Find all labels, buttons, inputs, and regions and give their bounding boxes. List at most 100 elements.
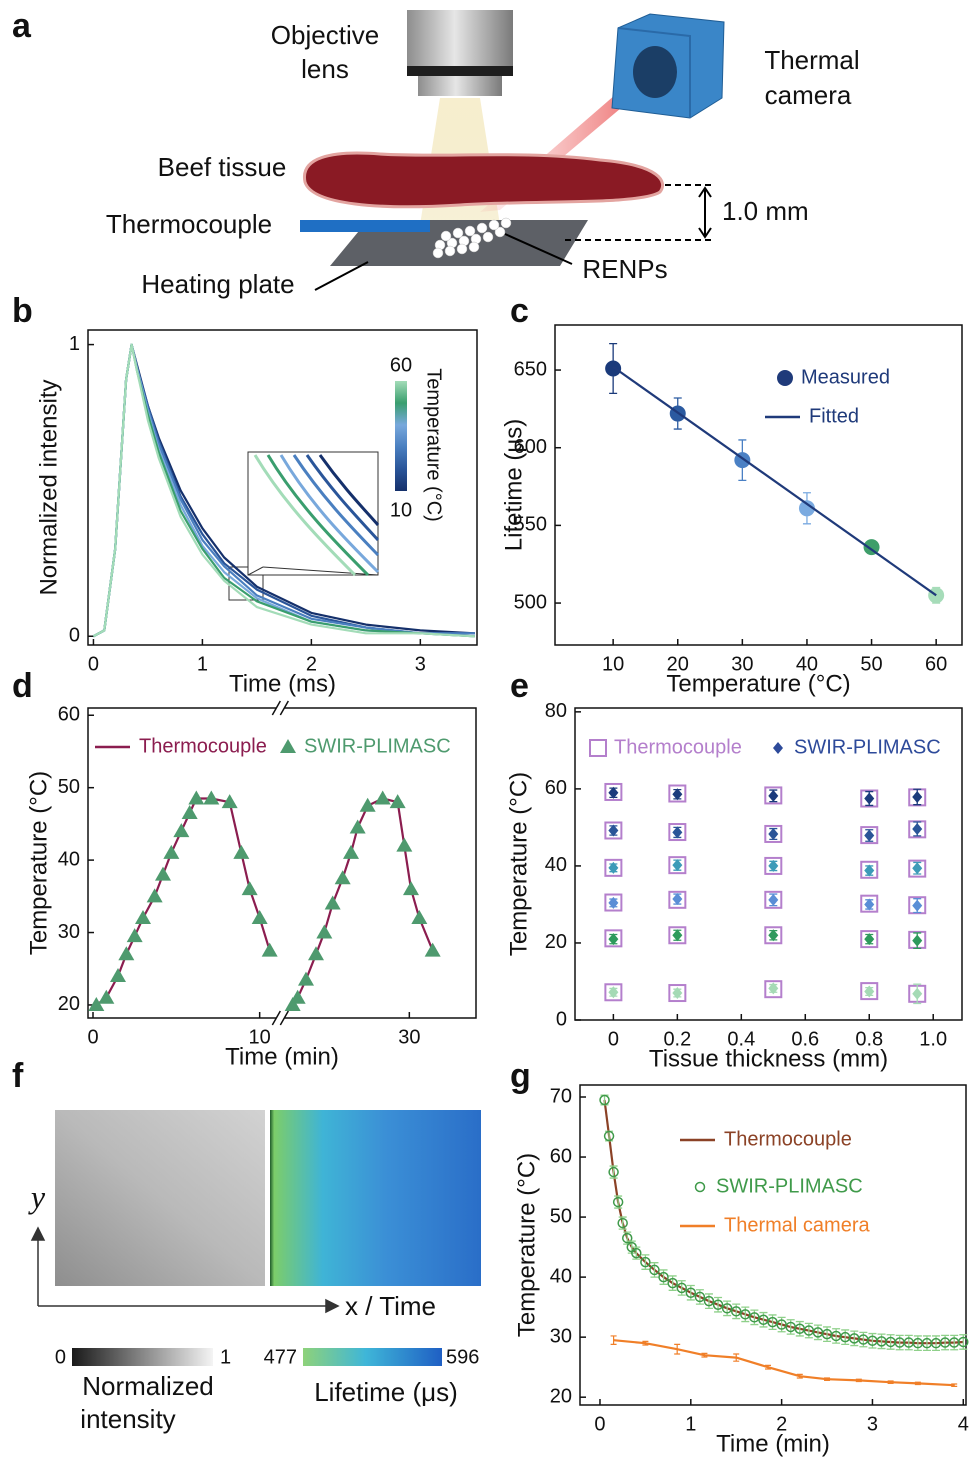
marker (349, 819, 366, 834)
marker (316, 924, 333, 939)
marker (860, 894, 879, 913)
colorbar (395, 381, 407, 491)
x-tick-label: 2 (776, 1413, 787, 1435)
marker (798, 500, 815, 517)
colorbar-tick: 0 (55, 1346, 66, 1368)
x-tick-label: 1 (197, 653, 208, 675)
y-tick-label: 60 (545, 777, 567, 799)
marker (403, 881, 419, 896)
label: lens (301, 54, 349, 84)
marker (608, 1166, 619, 1178)
legend-label: Measured (801, 366, 890, 388)
x-tick-label: 10 (602, 653, 624, 675)
x-tick-label: 0.2 (663, 1028, 691, 1050)
marker (672, 987, 683, 1000)
x-tick-label: 40 (796, 653, 818, 675)
axis-break (271, 700, 289, 716)
panel-label: e (510, 667, 529, 705)
error-bar (674, 1343, 681, 1355)
legend-label: Thermocouple (139, 735, 267, 757)
panel-label: g (510, 1057, 531, 1095)
legend-label: Thermocouple (614, 736, 742, 758)
thermocouple-probe (300, 220, 430, 232)
y-tick-label: 30 (58, 921, 80, 943)
marker (721, 1303, 733, 1314)
marker (203, 790, 220, 805)
camera-edge (617, 27, 691, 118)
marker (604, 858, 623, 877)
marker (668, 856, 687, 875)
marker (658, 1271, 669, 1283)
legend-marker (589, 739, 607, 757)
y-axis-label: Temperature (°C) (25, 771, 52, 955)
marker (764, 786, 783, 805)
marker (640, 1256, 651, 1268)
marker (603, 1130, 615, 1142)
marker (860, 789, 879, 808)
label: Beef tissue (158, 152, 287, 182)
y-tick-label: 550 (514, 514, 547, 536)
inset-curves (253, 454, 380, 577)
marker (608, 896, 619, 909)
x-tick-label: 0 (87, 1026, 98, 1048)
marker (860, 826, 879, 845)
marker (672, 859, 683, 872)
colorbar-tick: 477 (264, 1346, 297, 1368)
marker (864, 829, 875, 842)
y-tick-label: 70 (550, 1085, 572, 1107)
marker (740, 1309, 751, 1320)
marker (768, 789, 779, 802)
line (613, 1339, 955, 1387)
x-tick-label: 4 (958, 1413, 969, 1435)
y-tick-label: 1 (69, 333, 80, 355)
marker (676, 1282, 687, 1294)
marker (864, 864, 875, 877)
error-bar (796, 1373, 803, 1379)
y-tick-label: 650 (514, 358, 547, 380)
marker (608, 786, 619, 799)
y-tick-label: 60 (550, 1145, 572, 1167)
error-bar (701, 1352, 708, 1358)
colorbar-label: Lifetime (μs) (314, 1377, 458, 1407)
panel-label: d (12, 667, 33, 705)
marker (768, 893, 779, 906)
marker (864, 792, 875, 805)
y-tick-label: 50 (550, 1205, 572, 1227)
legend-marker (280, 739, 296, 753)
marker (958, 1336, 969, 1348)
x-tick-label: 0 (594, 1413, 605, 1435)
marker (343, 844, 359, 859)
marker (712, 1299, 724, 1310)
marker (396, 837, 413, 852)
marker (908, 820, 927, 839)
axis-frame (87, 329, 478, 646)
colorbar-tick: 60 (390, 354, 412, 376)
marker (672, 788, 683, 801)
x-axis-label: Time (min) (716, 1430, 830, 1457)
marker (424, 942, 441, 957)
colorbar-tick: 1 (220, 1346, 231, 1368)
marker (768, 859, 779, 872)
x-tick-label: 0.4 (727, 1028, 755, 1050)
marker (912, 899, 923, 912)
y-axis-label: Temperature (°C) (505, 772, 532, 956)
marker (324, 895, 341, 910)
y-tick-label: 30 (550, 1325, 572, 1347)
y-tick-label: 50 (58, 776, 80, 798)
panel-label: c (510, 292, 529, 330)
y-tick-label: 40 (58, 848, 80, 870)
marker (155, 866, 171, 881)
x-tick-label: 1 (685, 1413, 696, 1435)
marker (768, 929, 779, 942)
marker (912, 934, 923, 947)
marker (864, 898, 875, 911)
marker (604, 893, 623, 912)
marker (864, 933, 875, 946)
axis-frame (554, 324, 963, 646)
marker (612, 1196, 624, 1208)
marker (668, 823, 687, 842)
x-axis-label: Time (min) (225, 1043, 339, 1070)
x-tick-label: 20 (667, 653, 689, 675)
legend-marker (773, 742, 783, 754)
